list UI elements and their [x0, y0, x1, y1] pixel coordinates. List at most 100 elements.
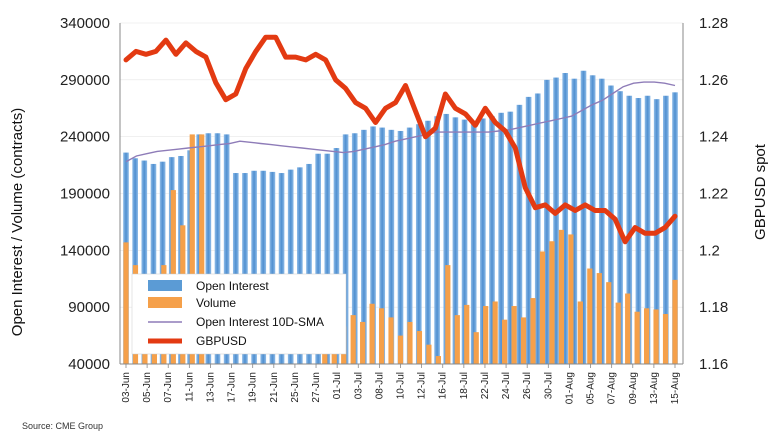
x-tick-label: 11-Jun — [184, 372, 195, 402]
volume-bar — [199, 134, 205, 364]
x-tick-label: 24-Jul — [501, 372, 512, 399]
open-interest-bar — [507, 111, 514, 364]
open-interest-bar — [205, 133, 212, 364]
open-interest-bar — [415, 124, 422, 364]
volume-bar — [587, 268, 593, 364]
open-interest-bar — [287, 169, 294, 364]
x-tick-label: 25-Jun — [290, 372, 301, 403]
x-tick-label: 21-Jun — [269, 372, 280, 403]
volume-bar — [397, 335, 404, 364]
open-interest-bar — [278, 173, 285, 364]
x-tick-label: 13-Jun — [206, 372, 217, 403]
volume-bar — [549, 241, 555, 364]
open-interest-bar — [251, 170, 257, 364]
open-interest-bar — [598, 78, 605, 365]
x-tick-label: 22-Jul — [480, 372, 491, 399]
x-tick-label: 12-Jul — [417, 372, 428, 399]
volume-bar — [464, 304, 470, 364]
x-tick-label: 17-Jun — [227, 372, 238, 403]
legend: Open Interest Volume Open Interest 10D-S… — [131, 273, 347, 355]
open-interest-bar — [580, 70, 587, 365]
volume-bar — [653, 309, 659, 364]
open-interest-bar — [498, 112, 504, 365]
open-interest-bar — [672, 92, 678, 364]
x-tick-label: 15-Aug — [670, 372, 681, 404]
y-right-tick-label: 1.18 — [699, 299, 728, 316]
open-interest-bar — [132, 158, 138, 364]
open-interest-bar — [452, 117, 459, 365]
y-left-tick-label: 290000 — [60, 72, 110, 89]
volume-bar — [577, 301, 583, 364]
x-tick-label: 19-Jun — [248, 372, 259, 403]
x-tick-label: 07-Aug — [607, 372, 618, 404]
x-tick-label: 26-Jul — [522, 372, 533, 399]
x-tick-label: 01-Jul — [332, 372, 343, 399]
volume-bar — [644, 308, 650, 364]
open-interest-bar — [150, 163, 157, 364]
open-interest-bar — [297, 167, 303, 364]
open-interest-bar — [342, 134, 349, 364]
y-right-tick-label: 1.28 — [699, 15, 728, 32]
volume-bar — [350, 315, 356, 364]
volume-bar — [435, 356, 441, 364]
volume-bar — [511, 306, 517, 364]
y-right-axis-title: GBPUSD spot — [752, 143, 769, 240]
volume-bar — [416, 331, 423, 364]
x-tick-label: 01-Aug — [564, 372, 575, 404]
volume-bar — [492, 301, 498, 364]
open-interest-bar — [214, 133, 221, 364]
open-interest-bar — [516, 104, 523, 364]
volume-bar — [426, 344, 432, 364]
y-left-tick-label: 240000 — [60, 129, 110, 146]
legend-swatch-open-interest — [148, 280, 182, 291]
x-tick-label: 16-Jul — [438, 372, 449, 399]
open-interest-bar — [644, 95, 651, 364]
source-note: Source: CME Group — [22, 421, 103, 431]
volume-bar — [407, 321, 413, 364]
volume-bar — [445, 265, 451, 364]
volume-bar — [615, 302, 621, 364]
legend-label-gbpusd: GBPUSD — [196, 334, 247, 348]
x-tick-label: 18-Jul — [459, 372, 470, 399]
sma-line — [125, 81, 676, 163]
legend-label-sma: Open Interest 10D-SMA — [196, 315, 324, 329]
open-interest-bar — [351, 133, 358, 364]
y-left-tick-label: 190000 — [60, 186, 110, 203]
x-tick-label: 03-Jul — [353, 372, 364, 399]
x-tick-label: 27-Jun — [311, 372, 322, 403]
axes — [119, 23, 684, 365]
open-interest-bar — [562, 73, 569, 364]
volume-bar — [672, 279, 678, 364]
volume-bar — [360, 321, 366, 364]
open-interest-bar — [589, 75, 596, 364]
open-interest-bar — [608, 85, 614, 365]
open-interest-bar — [223, 134, 230, 364]
open-interest-bar — [370, 126, 376, 364]
open-interest-bar — [461, 119, 468, 364]
legend-swatch-volume — [148, 297, 182, 308]
open-interest-bar — [269, 171, 276, 364]
volume-bar — [606, 282, 612, 364]
legend-label-open-interest: Open Interest — [196, 279, 269, 293]
y-left-ticks: 40000 90000 140000 190000 240000 290000 340000 — [60, 15, 110, 373]
y-right-tick-label: 1.16 — [699, 356, 728, 373]
open-interest-bar — [553, 77, 559, 364]
open-interest-bar — [470, 121, 477, 364]
open-interest-bar — [141, 160, 148, 364]
y-left-tick-label: 90000 — [68, 299, 110, 316]
x-tick-label: 08-Jul — [374, 372, 385, 399]
open-interest-bar — [406, 127, 413, 364]
volume-bar — [473, 332, 479, 364]
open-interest-bar — [260, 170, 267, 364]
volume-bar — [502, 319, 508, 364]
volume-bar — [520, 317, 527, 364]
line-series — [123, 34, 678, 245]
x-tick-label: 07-Jun — [163, 372, 174, 403]
y-left-tick-label: 140000 — [60, 242, 110, 259]
open-interest-bar — [443, 113, 450, 364]
open-interest-bar — [480, 118, 486, 364]
gbpusd-line — [123, 34, 678, 245]
open-interest-bar — [159, 161, 166, 364]
y-left-axis-title: Open Interest / Volume (contracts) — [9, 108, 26, 336]
